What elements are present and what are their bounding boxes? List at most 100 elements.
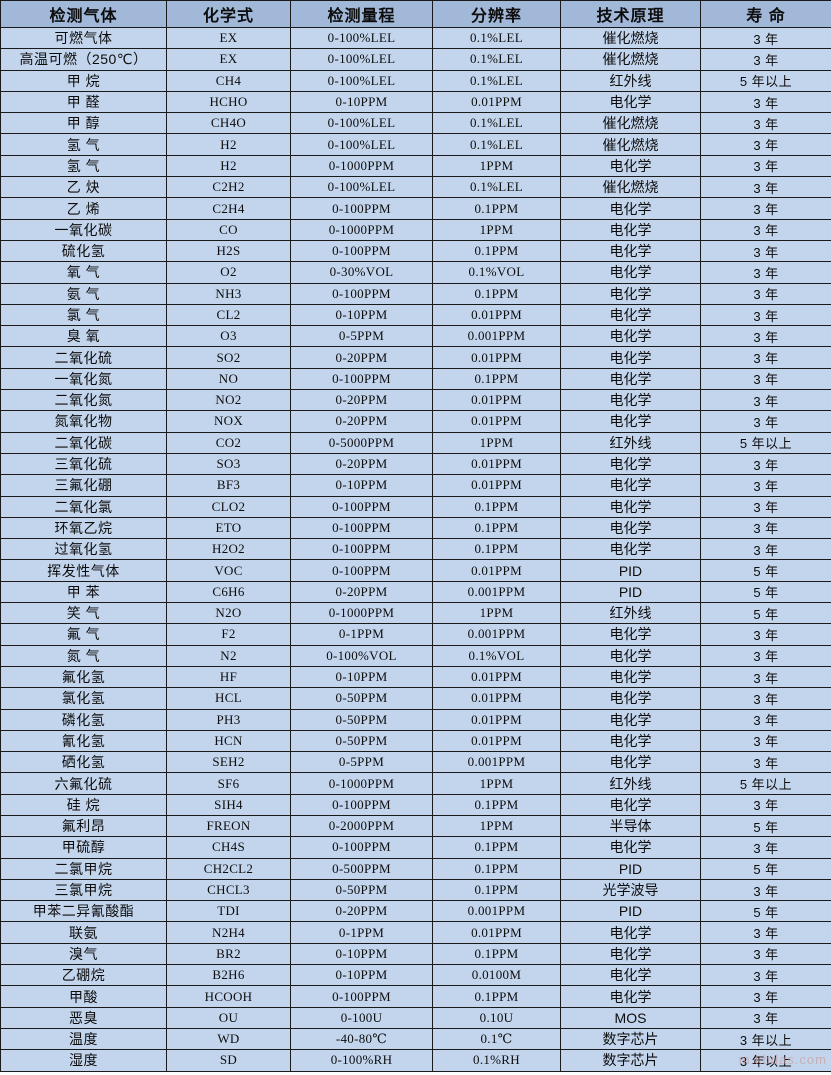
- cell-gas-name: 乙 炔: [0, 176, 167, 199]
- cell-resolution: 0.01PPM: [432, 559, 561, 582]
- cell-technology-principle: 电化学: [560, 623, 701, 646]
- cell-chemical-formula: NOX: [166, 410, 291, 433]
- table-row: 笑 气 N2O 0-1000PPM 1PPM 红外线 5 年: [0, 602, 831, 625]
- table-row: 甲 醇 CH4O 0-100%LEL 0.1%LEL 催化燃烧 3 年: [0, 112, 831, 135]
- cell-lifespan: 3 年: [700, 303, 831, 327]
- table-row: 挥发性气体 VOC 0-100PPM 0.01PPM PID 5 年: [0, 559, 831, 582]
- cell-gas-name: 二氧化碳: [0, 431, 167, 454]
- cell-gas-name: 氰化氢: [0, 729, 167, 753]
- cell-chemical-formula: H2O2: [166, 538, 291, 561]
- cell-lifespan: 3 年: [700, 154, 831, 178]
- table-row: 可燃气体 EX 0-100%LEL 0.1%LEL 催化燃烧 3 年: [0, 26, 831, 50]
- cell-lifespan: 5 年: [700, 814, 831, 838]
- cell-resolution: 0.1%LEL: [432, 176, 561, 199]
- table-row: 硫化氢 H2S 0-100PPM 0.1PPM 电化学 3 年: [0, 239, 831, 263]
- table-row: 联氨 N2H4 0-1PPM 0.01PPM 电化学 3 年: [0, 921, 831, 944]
- cell-chemical-formula: HF: [166, 665, 291, 689]
- cell-chemical-formula: B2H6: [166, 964, 291, 987]
- cell-gas-name: 笑 气: [0, 602, 167, 625]
- cell-lifespan: 3 年: [700, 708, 831, 731]
- table-row: 三氟化硼 BF3 0-10PPM 0.01PPM 电化学 3 年: [0, 474, 831, 497]
- cell-gas-name: 氢 气: [0, 133, 167, 156]
- cell-resolution: 0.1PPM: [432, 836, 561, 859]
- cell-resolution: 0.1PPM: [432, 857, 561, 880]
- cell-chemical-formula: CO2: [166, 431, 291, 454]
- cell-detection-range: 0-20PPM: [290, 580, 433, 604]
- cell-detection-range: 0-5PPM: [290, 325, 433, 348]
- cell-technology-principle: 电化学: [560, 346, 701, 369]
- cell-resolution: 0.01PPM: [432, 708, 561, 731]
- table-row: 乙 炔 C2H2 0-100%LEL 0.1%LEL 催化燃烧 3 年: [0, 176, 831, 199]
- cell-technology-principle: 电化学: [560, 367, 701, 391]
- cell-resolution: 0.1PPM: [432, 495, 561, 518]
- cell-lifespan: 3 年: [700, 239, 831, 263]
- cell-detection-range: 0-1PPM: [290, 623, 433, 646]
- cell-chemical-formula: VOC: [166, 559, 291, 582]
- table-header-row: 检测气体 化学式 检测量程 分辨率 技术原理 寿 命: [0, 0, 831, 28]
- cell-detection-range: 0-100PPM: [290, 793, 433, 816]
- cell-gas-name: 一氧化氮: [0, 367, 167, 391]
- cell-detection-range: 0-100PPM: [290, 559, 433, 582]
- cell-chemical-formula: N2H4: [166, 921, 291, 944]
- cell-lifespan: 3 年以上: [700, 1027, 831, 1051]
- cell-technology-principle: 电化学: [560, 729, 701, 753]
- cell-detection-range: 0-100U: [290, 1006, 433, 1029]
- cell-gas-name: 温度: [0, 1027, 167, 1051]
- cell-technology-principle: PID: [560, 900, 701, 923]
- cell-technology-principle: 电化学: [560, 836, 701, 859]
- cell-technology-principle: 红外线: [560, 431, 701, 454]
- cell-lifespan: 3 年: [700, 836, 831, 859]
- cell-chemical-formula: O2: [166, 261, 291, 284]
- column-header-lifespan: 寿 命: [700, 0, 831, 28]
- cell-gas-name: 恶臭: [0, 1006, 167, 1029]
- cell-lifespan: 5 年以上: [700, 772, 831, 795]
- cell-technology-principle: MOS: [560, 1006, 701, 1029]
- cell-technology-principle: 电化学: [560, 389, 701, 412]
- cell-resolution: 0.0100M: [432, 964, 561, 987]
- cell-gas-name: 乙硼烷: [0, 964, 167, 987]
- cell-detection-range: 0-100%LEL: [290, 133, 433, 156]
- cell-lifespan: 3 年: [700, 964, 831, 987]
- cell-technology-principle: 电化学: [560, 239, 701, 263]
- cell-detection-range: 0-10PPM: [290, 474, 433, 497]
- table-row: 甲 烷 CH4 0-100%LEL 0.1%LEL 红外线 5 年以上: [0, 69, 831, 92]
- cell-chemical-formula: F2: [166, 623, 291, 646]
- cell-detection-range: 0-1000PPM: [290, 218, 433, 241]
- cell-lifespan: 3 年: [700, 623, 831, 646]
- cell-detection-range: 0-2000PPM: [290, 814, 433, 838]
- cell-lifespan: 5 年: [700, 857, 831, 880]
- cell-technology-principle: 数字芯片: [560, 1027, 701, 1051]
- table-row: 氮 气 N2 0-100%VOL 0.1%VOL 电化学 3 年: [0, 644, 831, 667]
- cell-resolution: 0.1PPM: [432, 367, 561, 391]
- cell-lifespan: 5 年: [700, 580, 831, 604]
- cell-chemical-formula: CL2: [166, 303, 291, 327]
- cell-resolution: 0.1PPM: [432, 282, 561, 305]
- column-header-gas-name: 检测气体: [0, 0, 167, 28]
- cell-technology-principle: 电化学: [560, 687, 701, 710]
- cell-gas-name: 硅 烷: [0, 793, 167, 816]
- cell-gas-name: 臭 氧: [0, 325, 167, 348]
- cell-chemical-formula: FREON: [166, 814, 291, 838]
- cell-resolution: 0.1%LEL: [432, 69, 561, 92]
- cell-technology-principle: 电化学: [560, 708, 701, 731]
- cell-technology-principle: 电化学: [560, 261, 701, 284]
- cell-gas-name: 环氧乙烷: [0, 516, 167, 540]
- cell-detection-range: 0-50PPM: [290, 878, 433, 902]
- cell-detection-range: 0-10PPM: [290, 665, 433, 689]
- cell-detection-range: 0-100%VOL: [290, 644, 433, 667]
- cell-lifespan: 3 年: [700, 751, 831, 774]
- cell-chemical-formula: N2O: [166, 602, 291, 625]
- cell-resolution: 0.01PPM: [432, 687, 561, 710]
- cell-resolution: 0.1%LEL: [432, 133, 561, 156]
- cell-resolution: 0.001PPM: [432, 580, 561, 604]
- cell-technology-principle: PID: [560, 580, 701, 604]
- cell-technology-principle: 数字芯片: [560, 1049, 701, 1072]
- cell-detection-range: 0-100%RH: [290, 1049, 433, 1072]
- cell-detection-range: 0-10PPM: [290, 90, 433, 114]
- column-header-chemical-formula: 化学式: [166, 0, 291, 28]
- cell-technology-principle: 催化燃烧: [560, 133, 701, 156]
- cell-technology-principle: 电化学: [560, 942, 701, 966]
- cell-gas-name: 乙 烯: [0, 197, 167, 220]
- cell-chemical-formula: C2H4: [166, 197, 291, 220]
- cell-resolution: 0.1PPM: [432, 793, 561, 816]
